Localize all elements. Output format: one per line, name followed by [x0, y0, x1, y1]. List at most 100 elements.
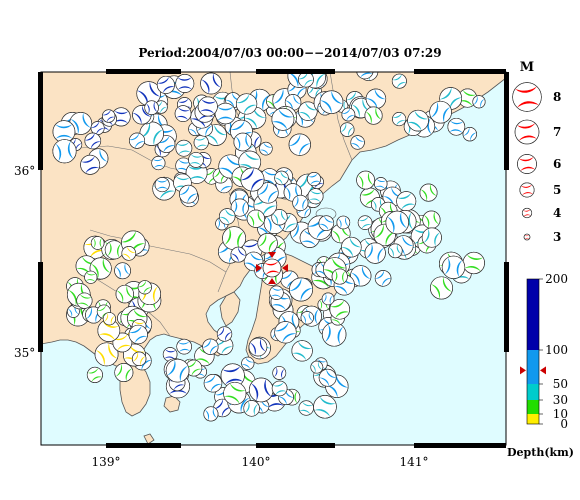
depth-tick-label-200: 200 [545, 272, 568, 286]
earthquake-mechanism-222 [241, 356, 255, 370]
earthquake-mechanism-143 [356, 170, 375, 190]
earthquake-mechanism-279 [128, 324, 148, 345]
earthquake-mechanism-324 [176, 338, 192, 355]
earthquake-mechanism-161 [318, 215, 335, 231]
earthquake-mechanism-201 [321, 292, 335, 306]
page-title: Period:2004/07/03 00:00−−2014/07/03 07:2… [138, 46, 442, 60]
earthquake-mechanism-112 [292, 194, 309, 211]
earthquake-mechanism-276 [97, 319, 121, 342]
earthquake-mechanism-231 [310, 360, 324, 374]
earthquake-mechanism-164 [385, 210, 409, 235]
earthquake-mechanism-220 [291, 340, 313, 362]
earthquake-mechanism-64 [288, 133, 311, 156]
earthquake-mechanism-166 [364, 242, 386, 264]
earthquake-mechanism-11 [154, 177, 170, 193]
earthquake-mechanism-302 [175, 74, 195, 93]
earthquake-mechanism-241 [115, 284, 134, 304]
earthquake-mechanism-144 [374, 177, 388, 191]
earthquake-mechanism-262 [114, 363, 134, 383]
earthquake-mechanism-136 [419, 183, 438, 202]
lon-tick-139: 139° [92, 455, 121, 469]
earthquake-mechanism-227 [220, 363, 245, 388]
earthquake-mechanism-183 [274, 321, 297, 344]
earthquake-mechanism-291 [52, 120, 76, 143]
lat-tick-36: 36° [14, 164, 35, 178]
magnitude-legend-label-5: 5 [553, 183, 561, 197]
earthquake-mechanism-214 [248, 377, 274, 403]
earthquake-mechanism-108 [271, 209, 288, 226]
earthquake-mechanism-310 [472, 95, 486, 109]
earthquake-mechanism-154 [357, 215, 373, 230]
frame-bar-top-0 [106, 69, 181, 74]
earthquake-mechanism-32 [175, 139, 193, 157]
earthquake-mechanism-82 [298, 72, 314, 88]
earthquake-mechanism-307 [447, 117, 466, 136]
earthquake-mechanism-221 [298, 400, 314, 416]
frame-bar-bottom-0 [106, 443, 181, 448]
earthquake-mechanism-303 [156, 75, 175, 94]
earthquake-mechanism-171 [341, 236, 362, 258]
earthquake-mechanism-122 [230, 246, 247, 263]
earthquake-mechanism-124 [274, 170, 289, 186]
earthquake-mechanism-123 [218, 208, 236, 225]
depth-scale-label: Depth(km) [507, 446, 574, 459]
earthquake-mechanism-23 [188, 152, 204, 168]
earthquake-mechanism-41 [179, 184, 198, 204]
earthquake-mechanism-288 [80, 154, 101, 175]
earthquake-mechanism-289 [128, 132, 146, 149]
earthquake-mechanism-296 [197, 96, 218, 117]
depth-tick-label-0: 0 [560, 417, 568, 431]
earthquake-mechanism-43 [214, 102, 237, 125]
earthquake-mechanism-38 [259, 141, 273, 156]
frame-bar-bottom-2 [414, 443, 506, 448]
earthquake-mechanism-114 [257, 182, 279, 204]
earthquake-mechanism-240 [104, 240, 124, 260]
earthquake-mechanism-119 [230, 198, 249, 217]
earthquake-mechanism-233 [223, 381, 247, 406]
earthquake-mechanism-269 [86, 366, 103, 383]
earthquake-mechanism-257 [137, 280, 152, 295]
earthquake-mechanism-287 [102, 109, 116, 123]
earthquake-mechanism-308 [458, 88, 478, 108]
earthquake-mechanism-311 [392, 112, 407, 127]
depth-band-2 [527, 384, 539, 400]
land-miura-peninsula [219, 291, 241, 327]
earthquake-mechanism-224 [248, 337, 268, 357]
earthquake-mechanism-258 [76, 292, 93, 309]
earthquake-mechanism-163 [336, 215, 351, 230]
magnitude-legend-title: M [520, 60, 534, 75]
frame-bar-right-0 [504, 72, 509, 170]
earthquake-events [52, 72, 486, 422]
earthquake-mechanism-229 [271, 380, 288, 397]
highlight-marker-top [268, 252, 276, 258]
depth-scale-frame [526, 278, 540, 425]
earthquake-mechanism-59 [298, 101, 318, 121]
earthquake-mechanism-292 [84, 132, 102, 150]
earthquake-mechanism-169 [387, 243, 403, 259]
magnitude-legend-label-3: 3 [553, 230, 561, 244]
magnitude-legend: M 8 7 6 5 4 3 [512, 60, 561, 244]
magnitude-legend-symbol-5 [519, 182, 535, 198]
earthquake-mechanism-213 [313, 395, 337, 419]
earthquake-mechanism-73 [365, 88, 387, 109]
magnitude-legend-label-8: 8 [553, 90, 561, 104]
earthquake-mechanism-304 [144, 100, 159, 115]
earthquake-mechanism-117 [257, 233, 278, 254]
earthquake-mechanism-194 [269, 285, 284, 300]
earthquake-mechanism-50 [139, 121, 164, 146]
highlighted-event-mechanism [262, 258, 282, 278]
depth-tick-label-10: 10 [553, 407, 568, 421]
magnitude-legend-symbol-6 [517, 154, 537, 174]
earthquake-mechanism-84 [271, 107, 295, 131]
earthquake-mechanism-293 [52, 139, 77, 164]
earthquake-mechanism-198 [331, 268, 348, 285]
frame-bar-left-1 [38, 262, 43, 352]
depth-band-0 [527, 414, 539, 424]
depth-tick-label-30: 30 [553, 393, 568, 407]
highlight-marker-bottom [268, 278, 276, 284]
earthquake-mechanism-78 [356, 72, 374, 80]
frame-bar-bottom-1 [256, 443, 335, 448]
earthquake-mechanism-115 [246, 209, 265, 228]
earthquake-mechanism-63 [350, 135, 365, 150]
